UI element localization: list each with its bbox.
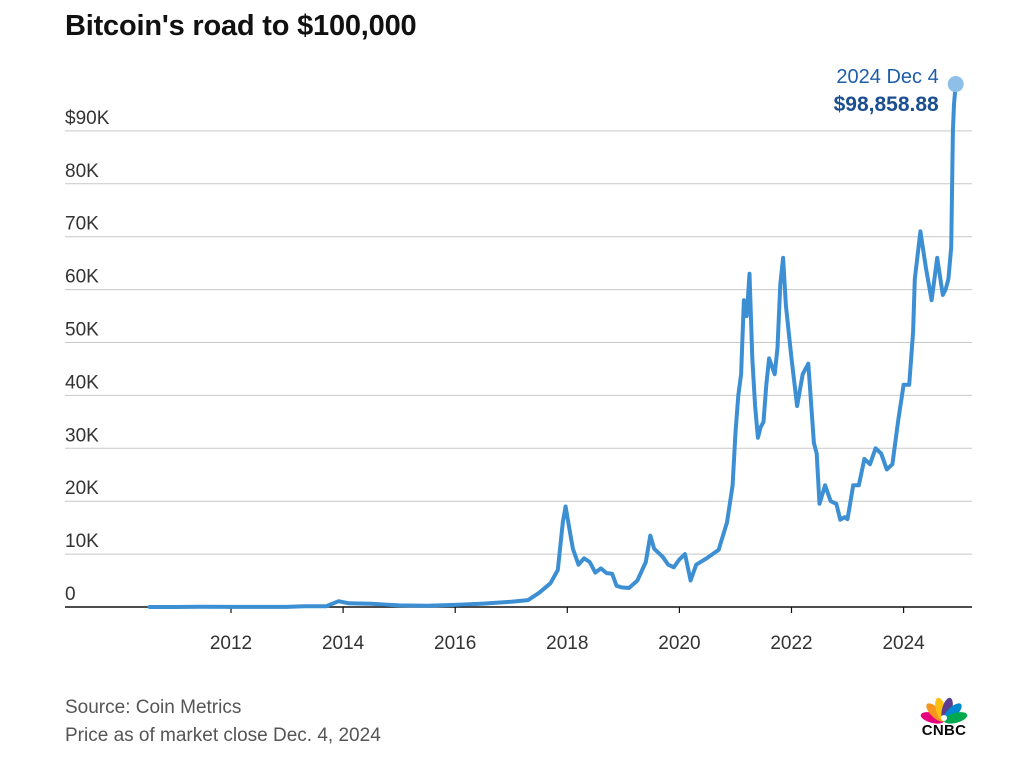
y-tick-label: 10K: [65, 531, 99, 552]
cnbc-logo-text: CNBC: [921, 722, 967, 739]
x-tick-label: 2020: [658, 633, 700, 654]
chart-title: Bitcoin's road to $100,000: [65, 10, 417, 42]
y-tick-label: 0: [65, 584, 76, 605]
x-tick-label: 2018: [546, 633, 588, 654]
y-axis-ticks: 0 10K 20K 30K 40K 50K 60K 70K 80K $90K: [65, 108, 110, 605]
y-tick-label: 30K: [65, 425, 99, 446]
y-tick-label: 50K: [65, 320, 99, 341]
bitcoin-price-line: [147, 82, 958, 609]
x-tick-label: 2016: [434, 633, 476, 654]
latest-price-marker: [947, 76, 964, 93]
y-tick-label: 20K: [65, 478, 99, 499]
annotation-date: 2024 Dec 4: [836, 66, 938, 88]
cnbc-peacock-logo: CNBC: [914, 692, 974, 742]
y-tick-label: 60K: [65, 267, 99, 288]
source-note: Source: Coin Metrics Price as of market …: [65, 694, 381, 750]
x-tick-label: 2022: [770, 633, 812, 654]
y-tick-label: 70K: [65, 214, 99, 235]
x-axis-ticks: 2012 2014 2016 2018 2020 2022 2024: [210, 607, 925, 654]
annotation-value: $98,858.88: [834, 93, 939, 116]
y-tick-label: $90K: [65, 108, 110, 129]
gridlines: [65, 130, 972, 555]
x-tick-label: 2012: [210, 633, 252, 654]
price-note-line: Price as of market close Dec. 4, 2024: [65, 725, 381, 746]
x-tick-label: 2024: [882, 633, 925, 654]
y-tick-label: 40K: [65, 372, 99, 393]
peacock-icon: [920, 697, 968, 724]
x-tick-label: 2014: [322, 633, 365, 654]
y-tick-label: 80K: [65, 161, 99, 182]
source-line: Source: Coin Metrics: [65, 697, 242, 718]
